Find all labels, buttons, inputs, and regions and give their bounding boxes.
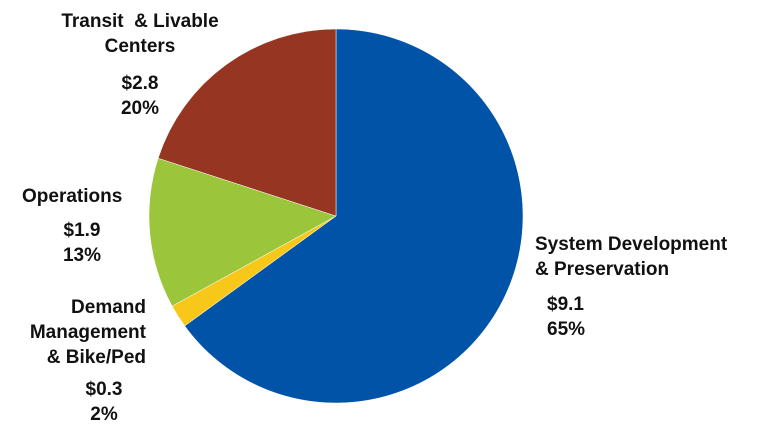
label-operations-name: Operations [22,186,123,207]
label-transit-livable-values: $2.8 20% [112,71,168,121]
label-operations: Operations [22,184,122,209]
slice-operations [148,157,337,307]
label-operations-values: $1.9 13% [56,218,108,268]
label-demand-management-name-2: Management [29,322,146,343]
label-demand-management-name-1: Demand [71,297,146,318]
label-transit-livable-name-2: Centers [104,36,176,57]
slice-system-development [184,28,524,404]
label-system-development-value: $9.1 [547,294,584,315]
slice-transit-livable [157,28,337,217]
label-operations-value: $1.9 [63,220,101,241]
label-demand-management-value: $0.3 [85,379,123,400]
label-system-development: System Development & Preservation $9.1 6… [535,232,727,342]
label-system-development-name-2: & Preservation [535,259,670,280]
label-demand-management: Demand Management & Bike/Ped [0,295,146,370]
label-system-development-name-1: System Development [535,234,728,255]
label-operations-percent: 13% [62,245,102,266]
label-demand-management-name-3: & Bike/Ped [46,347,146,368]
label-transit-livable-value: $2.8 [121,73,159,94]
label-demand-management-values: $0.3 2% [78,377,130,427]
label-transit-livable-name-1: Transit & Livable [61,11,219,32]
label-system-development-percent: 65% [547,319,586,340]
label-transit-livable: Transit & Livable Centers [40,9,240,59]
label-transit-livable-percent: 20% [120,98,160,119]
label-demand-management-percent: 2% [90,404,118,425]
